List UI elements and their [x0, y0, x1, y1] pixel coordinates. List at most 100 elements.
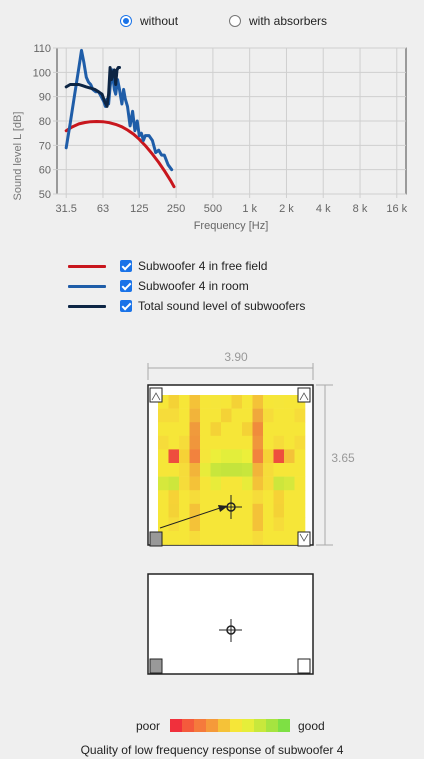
heatmap-cell: [210, 422, 222, 437]
heatmap-cell: [284, 503, 295, 518]
elevation-subwoofer-4-marker[interactable]: [149, 658, 163, 674]
heatmap-cell: [242, 408, 253, 423]
heatmap-cell: [284, 395, 295, 409]
heatmap-cell: [179, 463, 190, 477]
heatmap-cell: [231, 449, 243, 464]
heatmap-cell: [158, 531, 169, 545]
heatmap-cell: [210, 476, 222, 491]
heatmap-cell: [284, 435, 295, 450]
radio-with-absorbers-dot[interactable]: [229, 15, 241, 27]
heatmap-cell: [210, 490, 222, 505]
legend-item-in-room: Subwoofer 4 in room: [68, 276, 305, 296]
quality-scale-swatch: [230, 719, 242, 732]
heatmap-cell: [200, 490, 211, 505]
heatmap-cell: [158, 422, 169, 437]
frequency-response-chart: 31.5 63 125 250 500 1 k 2 k 4 k 8 k 16 k 50 60 70 80 9…: [12, 43, 408, 232]
quality-scale-swatch: [278, 719, 290, 732]
heatmap-cell: [284, 531, 295, 545]
listening-quality-heatmap: [158, 395, 306, 545]
chart-y-axis-label: Sound level L [dB]: [12, 112, 24, 201]
heatmap-cell: [252, 517, 264, 532]
y-tick-label: 50: [39, 189, 51, 201]
heatmap-cell: [284, 408, 295, 423]
heatmap-cell: [294, 490, 306, 505]
heatmap-cell: [221, 517, 232, 532]
heatmap-cell: [210, 408, 222, 423]
heatmap-cell: [242, 422, 253, 437]
x-tick-label: 1 k: [242, 203, 257, 215]
heatmap-cell: [284, 476, 295, 491]
subwoofer-2-marker[interactable]: [297, 387, 311, 403]
heatmap-cell: [210, 435, 222, 450]
heatmap-cell: [168, 503, 180, 518]
heatmap-cell: [231, 463, 243, 477]
in-room-checkbox[interactable]: [120, 280, 132, 292]
elevation-listener-crosshair-icon[interactable]: [219, 619, 242, 642]
heatmap-cell: [179, 422, 190, 437]
heatmap-cell: [200, 422, 211, 437]
heatmap-cell: [231, 422, 243, 437]
radio-without-dot[interactable]: [120, 15, 132, 27]
heatmap-cell: [273, 435, 285, 450]
heatmap-cell: [210, 503, 222, 518]
heatmap-cell: [210, 449, 222, 464]
x-tick-label: 500: [204, 203, 222, 215]
free-field-checkbox[interactable]: [120, 260, 132, 272]
heatmap-cell: [273, 449, 285, 464]
heatmap-cell: [221, 449, 232, 464]
heatmap-cell: [263, 463, 274, 477]
heatmap-cell: [158, 408, 169, 423]
heatmap-cell: [189, 435, 201, 450]
heatmap-cell: [179, 449, 190, 464]
total-checkbox[interactable]: [120, 300, 132, 312]
heatmap-cell: [221, 395, 232, 409]
heatmap-cell: [168, 435, 180, 450]
legend-label-in-room: Subwoofer 4 in room: [138, 279, 249, 293]
heatmap-cell: [168, 408, 180, 423]
radio-with-absorbers[interactable]: with absorbers: [229, 14, 327, 28]
heatmap-cell: [284, 422, 295, 437]
room-diagram: 3.90 3.65: [147, 350, 355, 675]
heatmap-cell: [168, 476, 180, 491]
elevation-subwoofer-3-marker[interactable]: [297, 658, 311, 674]
heatmap-cell: [179, 503, 190, 518]
heatmap-cell: [179, 531, 190, 545]
radio-without-label: without: [140, 14, 179, 28]
room-depth-label: 3.65: [331, 451, 355, 465]
heatmap-cell: [200, 517, 211, 532]
heatmap-cell: [221, 476, 232, 491]
heatmap-cell: [179, 517, 190, 532]
x-tick-label: 125: [130, 203, 148, 215]
subwoofer-1-marker[interactable]: [149, 387, 163, 403]
subwoofer-3-marker[interactable]: [297, 531, 311, 547]
heatmap-cell: [210, 395, 222, 409]
heatmap-cell: [158, 395, 169, 409]
heatmap-cell: [242, 476, 253, 491]
heatmap-cell: [168, 463, 180, 477]
subwoofer-1-arrow-icon: [151, 392, 161, 401]
subwoofer-4-marker-selected[interactable]: [149, 531, 163, 547]
heatmap-cell: [252, 408, 264, 423]
heatmap-cell: [263, 408, 274, 423]
heatmap-cell: [252, 422, 264, 437]
subwoofer-3-arrow-icon: [299, 533, 309, 542]
quality-scale-swatch: [194, 719, 206, 732]
heatmap-cell: [252, 435, 264, 450]
heatmap-cell: [284, 517, 295, 532]
heatmap-cell: [158, 476, 169, 491]
heatmap-cell: [158, 435, 169, 450]
quality-scale-swatch: [182, 719, 194, 732]
heatmap-cell: [252, 531, 264, 545]
heatmap-cell: [179, 395, 190, 409]
heatmap-cell: [210, 463, 222, 477]
legend-item-total: Total sound level of subwoofers: [68, 296, 305, 316]
listener-position-crosshair-icon[interactable]: [219, 495, 242, 519]
radio-without[interactable]: without: [120, 14, 178, 28]
x-tick-label: 16 k: [386, 203, 407, 215]
heatmap-cell: [200, 435, 211, 450]
heatmap-cell: [221, 490, 232, 505]
heatmap-cell: [263, 503, 274, 518]
heatmap-cell: [168, 531, 180, 545]
direction-arrow-line: [159, 505, 227, 529]
heatmap-cell: [294, 503, 306, 518]
